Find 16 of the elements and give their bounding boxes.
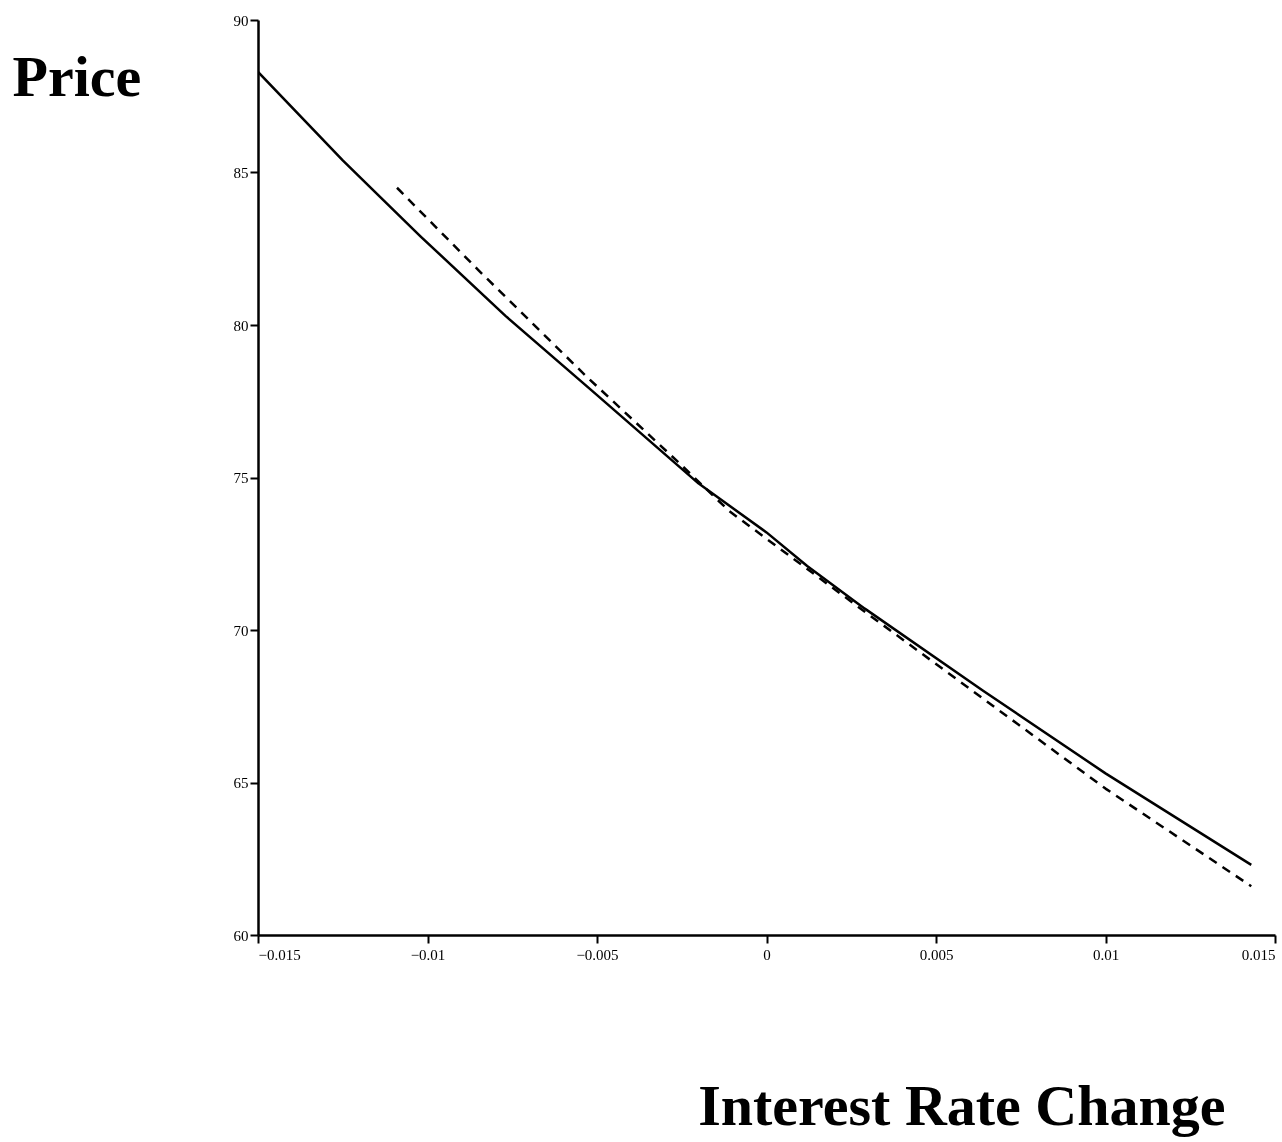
x-tick-label: −0.005 bbox=[576, 946, 619, 963]
y-tick-label: 70 bbox=[233, 622, 249, 639]
y-tick-label: 85 bbox=[233, 165, 249, 181]
y-tick-label: 90 bbox=[233, 12, 249, 29]
x-tick-label: 0.015 bbox=[1241, 946, 1276, 963]
x-tick-label: −0.01 bbox=[410, 946, 446, 963]
x-tick-label: 0.005 bbox=[919, 946, 954, 963]
y-axis-title: Price bbox=[12, 43, 142, 109]
x-tick-label: −0.015 bbox=[258, 946, 301, 963]
x-tick-label: 0.01 bbox=[1092, 946, 1120, 963]
x-tick-label: 0 bbox=[763, 946, 771, 963]
y-tick-label: 65 bbox=[233, 775, 249, 791]
y-tick-label: 75 bbox=[233, 470, 249, 486]
y-tick-label: 60 bbox=[233, 927, 249, 944]
x-axis-title: Interest Rate Change bbox=[698, 1072, 1226, 1138]
y-tick-label: 80 bbox=[233, 317, 249, 334]
